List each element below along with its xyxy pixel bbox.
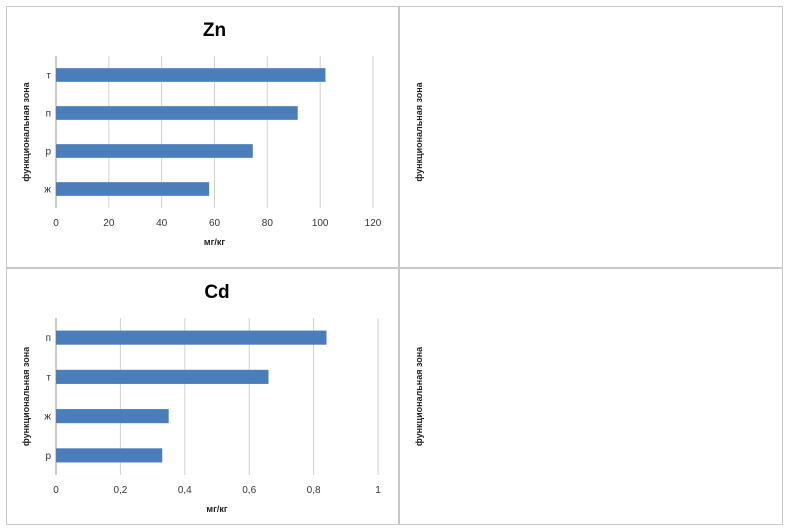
x-tick-label: 0 bbox=[53, 218, 59, 229]
x-tick-label: 0,6 bbox=[242, 485, 256, 496]
y-axis-label: функциональная зона bbox=[21, 346, 31, 446]
x-tick-label: 0 bbox=[53, 485, 59, 496]
chart-grid: 0 20 40 60 80 100 120 т п р ж Zn мг/кг функциональная… bbox=[6, 6, 783, 525]
x-tick-label: 0,8 bbox=[307, 485, 321, 496]
y-axis-label: функциональная зона bbox=[21, 81, 31, 181]
bar bbox=[56, 409, 169, 424]
category-label: т bbox=[46, 372, 51, 383]
x-tick-label: 60 bbox=[209, 218, 221, 229]
category-label: р bbox=[45, 451, 51, 462]
x-tick-label: 1 bbox=[375, 485, 381, 496]
chart-title: Zn bbox=[203, 20, 226, 41]
y-axis-label: функциональная зона bbox=[414, 346, 424, 446]
chart-panel-cd: 0 0,2 0,4 0,6 0,8 1 п т ж р Cd мг/кг функциональная … bbox=[6, 268, 399, 525]
category-label: ж bbox=[44, 412, 51, 423]
bar bbox=[56, 448, 163, 463]
x-tick-label: 100 bbox=[312, 218, 329, 229]
x-tick-label: 40 bbox=[156, 218, 168, 229]
bar bbox=[56, 369, 269, 384]
chart-zn: 0 20 40 60 80 100 120 т п р ж Zn мг/кг функциональная… bbox=[21, 20, 382, 247]
bar bbox=[56, 68, 326, 82]
x-tick-label: 0,4 bbox=[178, 485, 192, 496]
category-label: п bbox=[46, 109, 51, 120]
bar bbox=[56, 330, 327, 345]
y-axis-label: функциональная зона bbox=[414, 81, 424, 181]
x-tick-label: 80 bbox=[262, 218, 274, 229]
bar bbox=[56, 144, 253, 158]
chart-cd: 0 0,2 0,4 0,6 0,8 1 п т ж р Cd мг/кг функциональная … bbox=[21, 282, 381, 514]
category-label: р bbox=[45, 147, 51, 158]
category-label: п bbox=[46, 333, 51, 344]
x-tick-label: 120 bbox=[365, 218, 382, 229]
x-tick-label: 20 bbox=[103, 218, 115, 229]
category-label: т bbox=[46, 71, 51, 82]
category-label: ж bbox=[44, 185, 51, 196]
chart-title: Cd bbox=[204, 282, 229, 303]
chart-panel-zn: 0 20 40 60 80 100 120 т п р ж Zn мг/кг функциональная… bbox=[6, 6, 399, 268]
x-axis-label: мг/кг bbox=[206, 504, 227, 514]
bar bbox=[56, 182, 210, 196]
x-tick-label: 0,2 bbox=[113, 485, 127, 496]
x-axis-label: мг/кг bbox=[204, 237, 225, 247]
bar bbox=[56, 106, 298, 120]
